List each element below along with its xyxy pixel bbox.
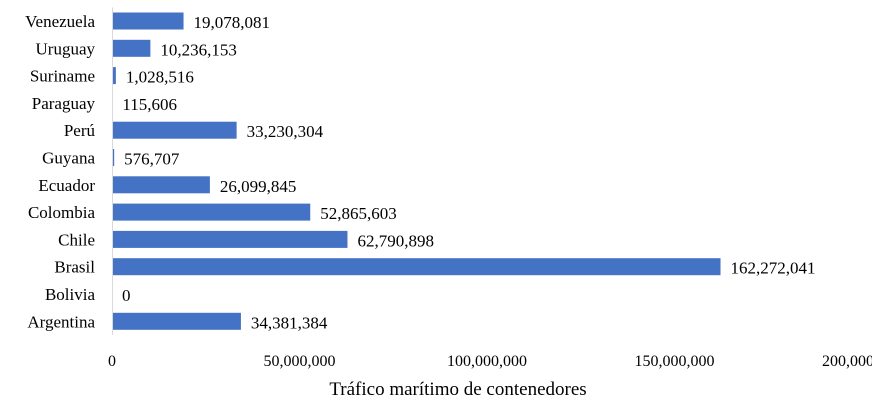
bar-colombia <box>112 203 311 221</box>
data-label: 0 <box>122 286 131 305</box>
bar-ecuador <box>112 176 210 194</box>
bars-group <box>112 12 721 330</box>
data-label: 62,790,898 <box>357 231 434 250</box>
data-label: 52,865,603 <box>320 204 397 223</box>
data-label: 34,381,384 <box>251 313 328 332</box>
data-label: 115,606 <box>122 95 177 114</box>
x-tick-label: 50,000,000 <box>264 353 336 370</box>
category-label: Paraguay <box>32 94 96 113</box>
bar-uruguay <box>112 39 151 57</box>
x-axis-title: Tráfico marítimo de contenedores <box>329 379 586 400</box>
x-tick-label: 0 <box>108 353 116 370</box>
category-label: Bolivia <box>45 285 96 304</box>
category-label: Uruguay <box>36 39 96 58</box>
category-label: Colombia <box>28 203 96 222</box>
bar-guyana <box>112 149 115 166</box>
category-label: Brasil <box>54 258 95 277</box>
category-label: Chile <box>58 230 95 249</box>
data-label: 33,230,304 <box>247 122 324 141</box>
data-label: 162,272,041 <box>731 259 816 278</box>
data-label: 26,099,845 <box>220 177 297 196</box>
x-tick-labels: 0 50,000,000 100,000,000 150,000,000 200,000… <box>108 353 872 370</box>
bar-per- <box>112 121 237 139</box>
category-label: Guyana <box>42 149 95 168</box>
bar-brasil <box>112 258 721 276</box>
category-label: Venezuela <box>25 12 95 31</box>
x-tick-label: 100,000,000 <box>447 353 527 370</box>
x-tick-label: 200,000,000 <box>822 353 872 370</box>
bar-venezuela <box>112 12 184 30</box>
x-tick-label: 150,000,000 <box>635 353 715 370</box>
category-label: Argentina <box>27 312 95 331</box>
value-labels: 19,078,081 10,236,153 1,028,516 115,606 33,2… <box>122 13 816 332</box>
bar-chile <box>112 230 348 248</box>
data-label: 19,078,081 <box>194 13 270 32</box>
data-label: 1,028,516 <box>126 68 194 87</box>
category-label: Perú <box>64 121 96 140</box>
bar-suriname <box>112 67 116 85</box>
bar-argentina <box>112 312 241 330</box>
category-label: Suriname <box>30 67 95 86</box>
data-label: 10,236,153 <box>160 40 237 59</box>
data-label: 576,707 <box>124 150 180 169</box>
category-labels: Venezuela Uruguay Suriname Paraguay Perú Guya… <box>25 12 95 331</box>
category-label: Ecuador <box>38 176 95 195</box>
